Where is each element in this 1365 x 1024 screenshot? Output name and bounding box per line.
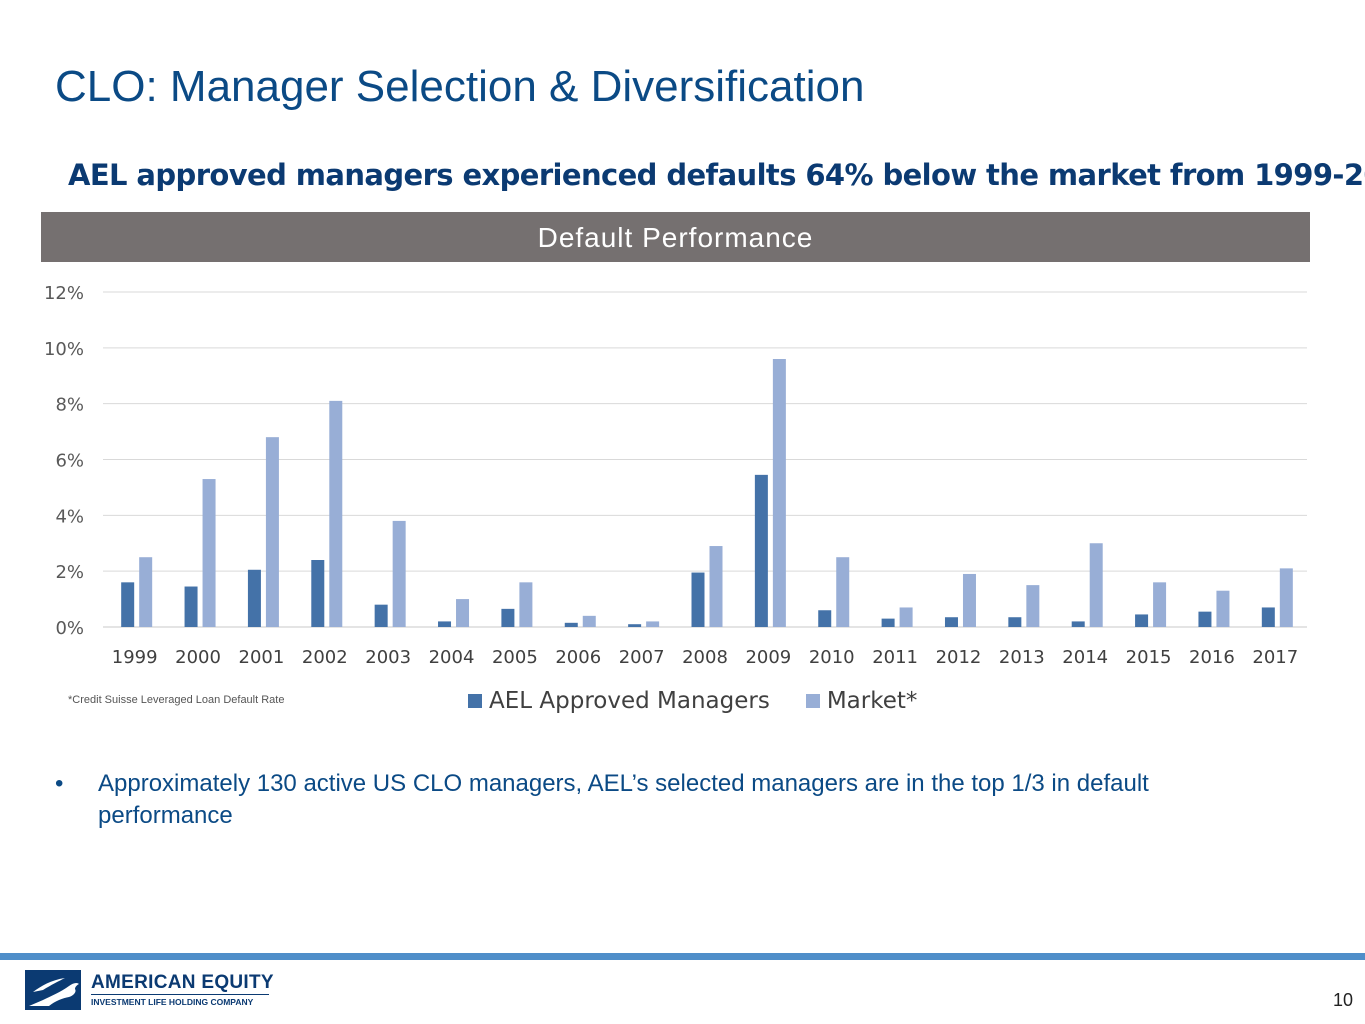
bar-ael-approved-managers — [754, 474, 768, 627]
bar-market — [265, 437, 279, 627]
bar-market — [519, 582, 533, 627]
x-tick-label: 2005 — [492, 647, 538, 668]
bar-ael-approved-managers — [944, 617, 958, 627]
x-tick-label: 2009 — [745, 647, 791, 668]
bar-ael-approved-managers — [691, 572, 705, 627]
bullet-symbol: • — [55, 770, 64, 797]
slide-title: CLO: Manager Selection & Diversification — [55, 62, 865, 111]
bar-market — [392, 520, 406, 627]
x-tick-label: 2017 — [1252, 647, 1298, 668]
x-tick-label: 2004 — [429, 647, 475, 668]
bar-market — [962, 573, 976, 627]
logo-rule — [91, 994, 269, 995]
x-tick-label: 2016 — [1189, 647, 1235, 668]
footer-bar — [0, 953, 1365, 960]
bar-market — [899, 607, 913, 627]
legend-swatch-market — [805, 694, 820, 708]
bar-ael-approved-managers — [121, 582, 135, 627]
bar-ael-approved-managers — [881, 618, 895, 627]
y-tick-label: 0% — [55, 618, 84, 639]
bar-market — [1279, 568, 1293, 627]
y-tick-label: 8% — [55, 395, 84, 416]
logo-tagline: INVESTMENT LIFE HOLDING COMPANY — [91, 997, 254, 1007]
bar-ael-approved-managers — [501, 608, 515, 627]
legend-item-ael: AEL Approved Managers — [468, 688, 770, 714]
bar-ael-approved-managers — [1008, 617, 1022, 627]
x-tick-label: 2013 — [999, 647, 1045, 668]
bar-market — [772, 359, 786, 627]
chart-header: Default Performance — [41, 212, 1310, 262]
bar-ael-approved-managers — [184, 586, 198, 627]
y-tick-label: 10% — [44, 339, 84, 360]
bullet-text: Approximately 130 active US CLO managers… — [98, 770, 1149, 829]
bar-market — [582, 615, 596, 627]
x-tick-label: 2001 — [239, 647, 285, 668]
bar-ael-approved-managers — [818, 610, 832, 627]
legend-label-market: Market* — [826, 688, 918, 714]
x-tick-label: 2012 — [936, 647, 982, 668]
bar-market — [646, 621, 660, 627]
legend-swatch-ael — [468, 694, 482, 708]
bar-ael-approved-managers — [1135, 614, 1149, 627]
slide-subtitle: AEL approved managers experienced defaul… — [68, 158, 1365, 192]
x-tick-label: 2003 — [365, 647, 411, 668]
y-tick-label: 12% — [44, 283, 84, 304]
x-tick-label: 2011 — [872, 647, 918, 668]
bar-market — [202, 479, 216, 627]
bar-market — [139, 557, 153, 627]
bar-ael-approved-managers — [311, 560, 325, 627]
y-tick-label: 2% — [55, 562, 84, 583]
chart-footnote: *Credit Suisse Leveraged Loan Default Ra… — [68, 694, 285, 706]
bar-market — [1153, 582, 1167, 627]
x-tick-label: 2008 — [682, 647, 728, 668]
x-tick-label: 1999 — [112, 647, 158, 668]
bar-ael-approved-managers — [1261, 607, 1275, 627]
bar-market — [1089, 543, 1103, 627]
legend-label-ael: AEL Approved Managers — [489, 688, 770, 714]
bar-market — [709, 546, 723, 627]
bar-ael-approved-managers — [374, 604, 388, 627]
x-tick-label: 2002 — [302, 647, 348, 668]
bar-ael-approved-managers — [438, 621, 452, 627]
bar-market — [456, 599, 470, 627]
legend-item-market: Market* — [805, 688, 918, 714]
default-performance-chart: 0% 2% 4% 6% 8% 10% 12% 1999 2000 2001 2002 2003 2004… — [44, 283, 1307, 668]
x-tick-label: 2010 — [809, 647, 855, 668]
company-logo: AMERICAN EQUITY INVESTMENT LIFE HOLDING … — [25, 970, 275, 1012]
bar-ael-approved-managers — [628, 624, 642, 627]
bar-ael-approved-managers — [247, 569, 261, 627]
bar-ael-approved-managers — [564, 622, 578, 627]
x-tick-label: 2014 — [1062, 647, 1108, 668]
chart-legend: AEL Approved Managers Market* — [468, 688, 953, 714]
logo-name: AMERICAN EQUITY — [91, 972, 274, 993]
y-tick-label: 6% — [55, 451, 84, 472]
bar-ael-approved-managers — [1071, 621, 1085, 627]
eagle-icon — [25, 970, 81, 1010]
bar-market — [836, 557, 850, 627]
bar-market — [1216, 590, 1230, 627]
bar-market — [329, 400, 343, 627]
x-tick-label: 2007 — [619, 647, 665, 668]
x-tick-label: 2000 — [175, 647, 221, 668]
x-tick-label: 2015 — [1126, 647, 1172, 668]
bar-ael-approved-managers — [1198, 611, 1212, 627]
x-tick-label: 2006 — [555, 647, 601, 668]
page-number: 10 — [1332, 990, 1353, 1010]
y-tick-label: 4% — [55, 506, 84, 527]
bar-market — [1026, 585, 1040, 627]
